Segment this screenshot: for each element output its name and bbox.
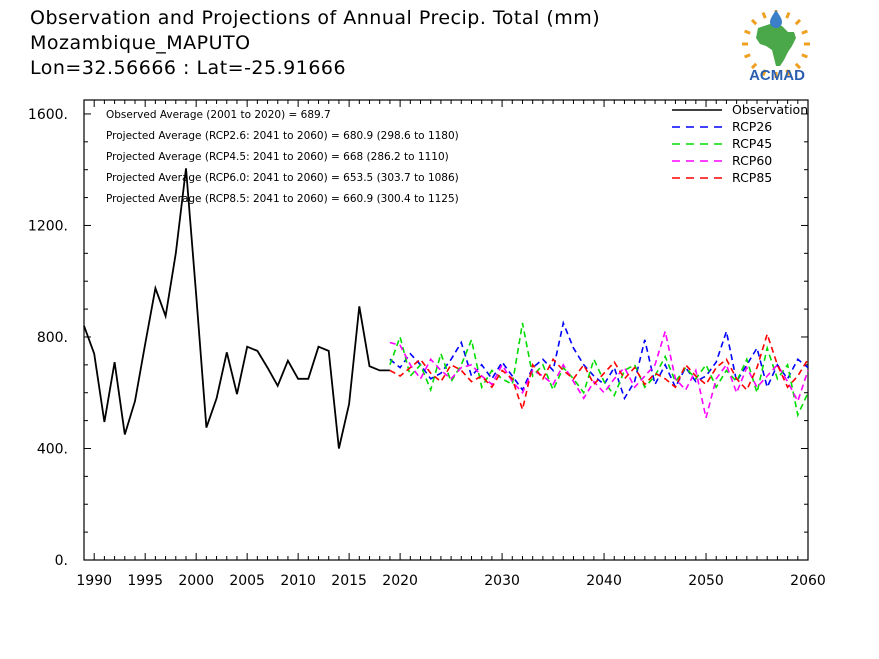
legend-label-rcp60: RCP60 (732, 153, 772, 168)
logo-text: ACMAD (749, 67, 805, 84)
plot-frame (83, 99, 809, 561)
sun-ray (744, 29, 751, 35)
africa-icon (756, 24, 796, 66)
water-drop-icon (770, 10, 782, 28)
y-tick-label: 800. (37, 330, 68, 346)
series-line-rcp26 (389, 320, 809, 401)
series-line-rcp45 (389, 322, 809, 418)
sun-ray (794, 62, 802, 70)
annotation-text: Projected Average (RCP8.5: 2041 to 2060)… (106, 193, 459, 205)
sun-ray (750, 18, 758, 26)
sun-ray (785, 69, 791, 76)
y-tick-label: 1600. (28, 107, 68, 123)
series-line-observation (83, 168, 390, 449)
plot-axes: 1990 1995 2000 2005 2010 2015 2020 2030 2040 2050… (28, 99, 826, 589)
sun-ray (801, 29, 808, 35)
x-tick-label: 2005 (229, 573, 265, 589)
sun-ray (744, 53, 751, 59)
chart-title: Observation and Projections of Annual Pr… (30, 7, 601, 29)
annotation-text: Projected Average (RCP4.5: 2041 to 2060)… (106, 151, 449, 163)
y-tick-label: 400. (37, 441, 68, 457)
y-tick-label: 0. (55, 553, 68, 569)
sun-ray (761, 12, 767, 19)
sun-ray (785, 12, 791, 19)
sun-ray (794, 18, 802, 26)
legend: Observation RCP26 RCP45 RCP60 RCP85 (672, 102, 808, 185)
x-tick-label: 2015 (331, 573, 367, 589)
chart-subtitle-coordinates: Lon=32.56666 : Lat=-25.91666 (30, 57, 347, 79)
sun-ray (801, 53, 808, 59)
annotation-layer: Observed Average (2001 to 2020) = 689.7 P… (106, 109, 459, 205)
series-layer (83, 168, 809, 449)
series-line-rcp85 (389, 331, 809, 413)
x-tick-label: 2040 (586, 573, 622, 589)
sun-ray (750, 62, 758, 70)
x-tick-label: 2010 (280, 573, 316, 589)
x-tick-label: 2030 (484, 573, 520, 589)
acmad-logo: ACMAD (742, 10, 810, 84)
legend-label-rcp85: RCP85 (732, 170, 772, 185)
x-tick-label: 1990 (76, 573, 112, 589)
sun-ray (761, 69, 767, 76)
legend-label-rcp26: RCP26 (732, 119, 772, 134)
x-tick-label: 2020 (382, 573, 418, 589)
legend-label-rcp45: RCP45 (732, 136, 772, 151)
legend-label-observation: Observation (732, 102, 808, 117)
chart-subtitle-location: Mozambique_MAPUTO (30, 32, 251, 54)
x-tick-label: 2060 (790, 573, 826, 589)
x-tick-label: 2050 (688, 573, 724, 589)
y-tick-label: 1200. (28, 218, 68, 234)
annotation-text: Observed Average (2001 to 2020) = 689.7 (106, 109, 331, 121)
annotation-text: Projected Average (RCP2.6: 2041 to 2060)… (106, 130, 459, 142)
x-tick-label: 1995 (127, 573, 163, 589)
x-tick-label: 2000 (178, 573, 214, 589)
annotation-text: Projected Average (RCP6.0: 2041 to 2060)… (106, 172, 459, 184)
series-line-rcp60 (389, 328, 809, 419)
